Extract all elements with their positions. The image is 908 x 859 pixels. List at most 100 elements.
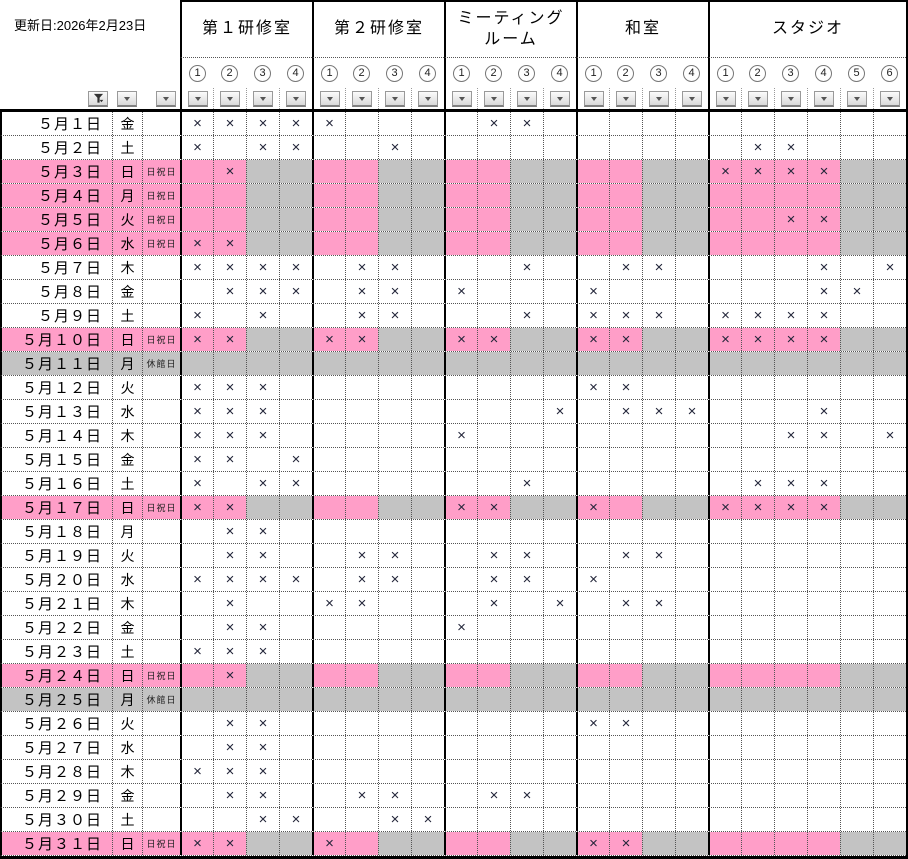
slot-cell[interactable] bbox=[708, 592, 741, 615]
slot-cell[interactable]: × bbox=[213, 256, 246, 279]
slot-cell[interactable] bbox=[444, 832, 477, 855]
slot-cell[interactable]: × bbox=[246, 736, 279, 759]
slot-cell[interactable] bbox=[774, 352, 807, 375]
slot-cell[interactable] bbox=[807, 592, 840, 615]
slot-cell[interactable] bbox=[477, 184, 510, 207]
slot-cell[interactable] bbox=[576, 592, 609, 615]
slot-cell[interactable] bbox=[378, 208, 411, 231]
slot-cell[interactable] bbox=[345, 640, 378, 663]
filter-dropdown-button[interactable] bbox=[418, 91, 438, 107]
slot-cell[interactable] bbox=[213, 352, 246, 375]
slot-cell[interactable] bbox=[807, 184, 840, 207]
slot-cell[interactable]: × bbox=[444, 616, 477, 639]
slot-cell[interactable] bbox=[411, 376, 444, 399]
slot-cell[interactable] bbox=[444, 760, 477, 783]
slot-cell[interactable] bbox=[675, 784, 708, 807]
slot-cell[interactable] bbox=[411, 496, 444, 519]
slot-cell[interactable] bbox=[840, 736, 873, 759]
slot-cell[interactable] bbox=[345, 688, 378, 711]
slot-cell[interactable] bbox=[444, 472, 477, 495]
slot-cell[interactable] bbox=[213, 136, 246, 159]
filter-funnel-button[interactable] bbox=[88, 91, 108, 107]
slot-cell[interactable] bbox=[477, 448, 510, 471]
slot-cell[interactable] bbox=[576, 208, 609, 231]
slot-cell[interactable] bbox=[741, 184, 774, 207]
slot-cell[interactable]: × bbox=[279, 568, 312, 591]
slot-cell[interactable]: × bbox=[279, 136, 312, 159]
slot-cell[interactable] bbox=[576, 424, 609, 447]
slot-cell[interactable]: × bbox=[543, 592, 576, 615]
slot-cell[interactable] bbox=[774, 712, 807, 735]
filter-dropdown-button[interactable] bbox=[682, 91, 702, 107]
slot-cell[interactable] bbox=[444, 232, 477, 255]
slot-cell[interactable]: × bbox=[741, 160, 774, 183]
slot-cell[interactable] bbox=[378, 520, 411, 543]
slot-cell[interactable] bbox=[411, 400, 444, 423]
slot-cell[interactable]: × bbox=[510, 304, 543, 327]
filter-dropdown-button[interactable] bbox=[117, 91, 137, 107]
slot-cell[interactable] bbox=[741, 256, 774, 279]
slot-cell[interactable] bbox=[609, 352, 642, 375]
slot-cell[interactable] bbox=[873, 640, 906, 663]
filter-dropdown-button[interactable] bbox=[187, 91, 208, 107]
slot-cell[interactable] bbox=[576, 640, 609, 663]
slot-cell[interactable] bbox=[345, 472, 378, 495]
slot-cell[interactable] bbox=[279, 208, 312, 231]
slot-cell[interactable] bbox=[807, 736, 840, 759]
slot-cell[interactable] bbox=[708, 640, 741, 663]
slot-cell[interactable]: × bbox=[246, 808, 279, 831]
slot-cell[interactable] bbox=[675, 832, 708, 855]
slot-cell[interactable]: × bbox=[708, 328, 741, 351]
slot-cell[interactable] bbox=[741, 208, 774, 231]
slot-cell[interactable]: × bbox=[345, 328, 378, 351]
slot-cell[interactable] bbox=[774, 616, 807, 639]
slot-cell[interactable] bbox=[444, 784, 477, 807]
slot-cell[interactable]: × bbox=[576, 712, 609, 735]
filter-dropdown-button[interactable] bbox=[319, 91, 340, 107]
slot-cell[interactable]: × bbox=[873, 256, 906, 279]
slot-cell[interactable]: × bbox=[642, 304, 675, 327]
slot-cell[interactable]: × bbox=[246, 472, 279, 495]
slot-cell[interactable] bbox=[774, 592, 807, 615]
slot-cell[interactable]: × bbox=[213, 232, 246, 255]
slot-cell[interactable] bbox=[741, 736, 774, 759]
slot-cell[interactable] bbox=[642, 712, 675, 735]
slot-cell[interactable]: × bbox=[180, 496, 213, 519]
slot-cell[interactable] bbox=[411, 784, 444, 807]
slot-cell[interactable] bbox=[675, 208, 708, 231]
slot-cell[interactable]: × bbox=[213, 544, 246, 567]
slot-cell[interactable]: × bbox=[213, 784, 246, 807]
slot-cell[interactable] bbox=[642, 736, 675, 759]
slot-cell[interactable] bbox=[642, 496, 675, 519]
slot-cell[interactable] bbox=[411, 736, 444, 759]
slot-cell[interactable] bbox=[279, 736, 312, 759]
slot-cell[interactable] bbox=[576, 544, 609, 567]
slot-cell[interactable] bbox=[543, 808, 576, 831]
slot-cell[interactable] bbox=[609, 688, 642, 711]
slot-cell[interactable] bbox=[873, 568, 906, 591]
slot-cell[interactable] bbox=[873, 544, 906, 567]
slot-cell[interactable] bbox=[510, 760, 543, 783]
slot-cell[interactable] bbox=[510, 832, 543, 855]
slot-cell[interactable] bbox=[576, 784, 609, 807]
slot-cell[interactable]: × bbox=[180, 760, 213, 783]
slot-cell[interactable] bbox=[180, 712, 213, 735]
slot-cell[interactable] bbox=[708, 232, 741, 255]
slot-cell[interactable] bbox=[345, 352, 378, 375]
slot-cell[interactable] bbox=[477, 160, 510, 183]
slot-cell[interactable] bbox=[741, 808, 774, 831]
slot-cell[interactable] bbox=[774, 688, 807, 711]
slot-cell[interactable] bbox=[873, 808, 906, 831]
slot-cell[interactable] bbox=[642, 328, 675, 351]
slot-cell[interactable] bbox=[708, 448, 741, 471]
slot-cell[interactable] bbox=[378, 616, 411, 639]
slot-cell[interactable] bbox=[609, 736, 642, 759]
slot-cell[interactable] bbox=[675, 736, 708, 759]
slot-cell[interactable] bbox=[873, 784, 906, 807]
slot-cell[interactable] bbox=[609, 424, 642, 447]
slot-cell[interactable] bbox=[675, 544, 708, 567]
slot-cell[interactable] bbox=[312, 208, 345, 231]
slot-cell[interactable] bbox=[312, 448, 345, 471]
slot-cell[interactable] bbox=[510, 328, 543, 351]
slot-cell[interactable] bbox=[444, 640, 477, 663]
